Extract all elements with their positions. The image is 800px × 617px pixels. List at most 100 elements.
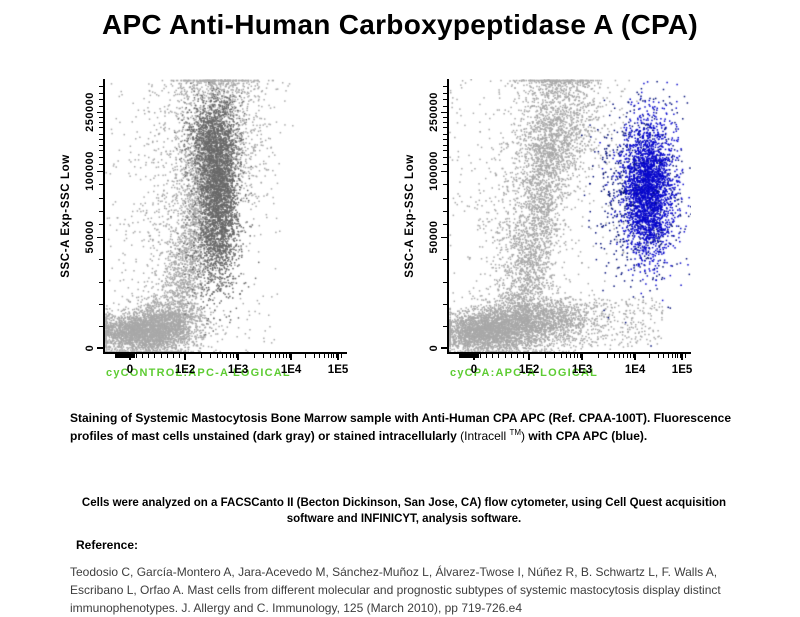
methods-text: Cells were analyzed on a FACSCanto II (B…	[81, 496, 727, 526]
y-axis-tick	[441, 347, 447, 349]
y-axis-minor-tick	[443, 156, 447, 158]
y-tick-label: 50000	[84, 220, 96, 254]
x-axis-tick	[237, 354, 239, 360]
x-axis-minor-tick	[632, 354, 634, 358]
y-axis-tick	[97, 236, 103, 239]
x-axis-tick	[337, 354, 339, 360]
y-axis-minor-tick	[99, 326, 103, 328]
caption-tail: with CPA APC (blue).	[525, 428, 648, 443]
y-axis-minor-tick	[443, 106, 447, 108]
y-axis-minor-tick	[443, 133, 447, 135]
y-axis-title: SSC-A Exp-SSC Low	[60, 153, 72, 278]
y-axis-minor-tick	[99, 163, 103, 165]
caption-intracell: (Intracell	[460, 428, 510, 443]
y-tick-label: 0	[84, 344, 96, 352]
x-axis-minor-tick	[222, 354, 224, 358]
x-axis-minor-tick	[523, 354, 525, 358]
x-tick-label: 0	[470, 364, 478, 376]
x-axis-minor-tick	[330, 354, 332, 358]
flow-plot-cpa: SSC-A Exp-SSC Low cyCPA:APC-A LOGICAL 0 1…	[404, 79, 692, 379]
x-axis-minor-tick	[657, 354, 659, 358]
reference-text: Teodosio C, García-Montero A, Jara-Aceve…	[70, 565, 721, 615]
x-tick-label: 1E4	[280, 364, 302, 376]
x-axis-minor-tick	[235, 354, 237, 358]
y-axis-minor-tick	[443, 121, 447, 123]
x-axis-minor-tick	[545, 354, 547, 358]
x-axis-tick	[681, 354, 683, 360]
y-axis-tick	[441, 111, 447, 114]
x-axis-minor-tick	[154, 354, 156, 358]
x-axis-minor-tick	[504, 354, 506, 358]
x-axis-minor-tick	[623, 354, 625, 358]
y-axis-minor-tick	[443, 92, 447, 94]
x-axis-tick	[634, 354, 636, 360]
x-axis-minor-tick	[210, 354, 212, 358]
x-axis-minor-tick	[226, 354, 228, 358]
y-axis-minor-tick	[443, 184, 447, 186]
scatter-canvas-control	[105, 79, 347, 352]
x-axis-minor-tick	[160, 354, 162, 358]
x-axis-minor-tick	[166, 354, 168, 358]
x-tick-label: 1E5	[671, 364, 693, 376]
x-axis-minor-tick	[201, 354, 203, 358]
x-axis-minor-tick	[319, 354, 321, 358]
x-axis-tick	[184, 354, 186, 360]
y-axis-minor-tick	[99, 224, 103, 226]
x-axis-minor-tick	[335, 354, 337, 358]
y-axis-minor-tick	[443, 197, 447, 199]
y-axis-minor-tick	[443, 224, 447, 226]
x-axis-minor-tick	[282, 354, 284, 358]
y-axis-minor-tick	[443, 126, 447, 128]
x-axis-minor-tick	[619, 354, 621, 358]
x-axis-minor-tick	[561, 354, 563, 358]
x-axis-minor-tick	[486, 354, 488, 358]
x-axis-minor-tick	[677, 354, 679, 358]
x-axis-minor-tick	[684, 354, 686, 358]
y-axis-minor-tick	[443, 163, 447, 165]
y-tick-label: 100000	[428, 151, 440, 192]
y-axis-minor-tick	[99, 210, 103, 212]
x-axis-minor-tick	[679, 354, 681, 358]
x-axis-zero-bar	[458, 354, 480, 358]
x-tick-label: 1E2	[518, 364, 540, 376]
y-axis-minor-tick	[99, 106, 103, 108]
x-tick-label: 1E2	[174, 364, 196, 376]
x-tick-label: 1E3	[571, 364, 593, 376]
x-axis-minor-tick	[179, 354, 181, 358]
x-axis-minor-tick	[566, 354, 568, 358]
y-axis-minor-tick	[99, 259, 103, 261]
x-tick-label: 1E4	[624, 364, 646, 376]
x-tick-label: 1E3	[227, 364, 249, 376]
x-tick-label: 0	[126, 364, 134, 376]
x-axis-minor-tick	[333, 354, 335, 358]
y-axis-minor-tick	[99, 126, 103, 128]
x-axis-tick	[528, 354, 530, 360]
x-axis-minor-tick	[324, 354, 325, 358]
y-tick-label: 100000	[84, 151, 96, 192]
y-axis-minor-tick	[99, 133, 103, 135]
x-axis-tick	[290, 354, 292, 360]
x-axis-minor-tick	[671, 354, 673, 358]
y-axis-minor-tick	[443, 210, 447, 212]
flow-plot-control: SSC-A Exp-SSC Low cyCONTROL:APC-A LOGICA…	[60, 79, 348, 379]
x-axis-minor-tick	[598, 354, 600, 358]
x-axis-minor-tick	[233, 354, 235, 358]
y-axis-minor-tick	[443, 145, 447, 147]
x-axis-minor-tick	[340, 354, 342, 358]
y-axis-minor-tick	[443, 326, 447, 328]
x-axis-minor-tick	[135, 354, 137, 358]
y-axis-tick	[97, 347, 103, 349]
y-axis-tick	[441, 236, 447, 239]
caption-tm: TM	[509, 427, 522, 437]
y-axis-minor-tick	[99, 156, 103, 158]
y-axis-minor-tick	[99, 197, 103, 199]
y-axis-minor-tick	[99, 145, 103, 147]
x-axis-minor-tick	[327, 354, 329, 358]
x-axis-minor-tick	[570, 354, 572, 358]
figure-caption: Staining of Systemic Mastocytosis Bone M…	[70, 410, 760, 444]
x-axis-minor-tick	[254, 354, 256, 358]
y-axis-tick	[441, 170, 447, 173]
x-axis-minor-tick	[516, 354, 518, 358]
x-axis-minor-tick	[492, 354, 494, 358]
x-axis-minor-tick	[479, 354, 481, 358]
